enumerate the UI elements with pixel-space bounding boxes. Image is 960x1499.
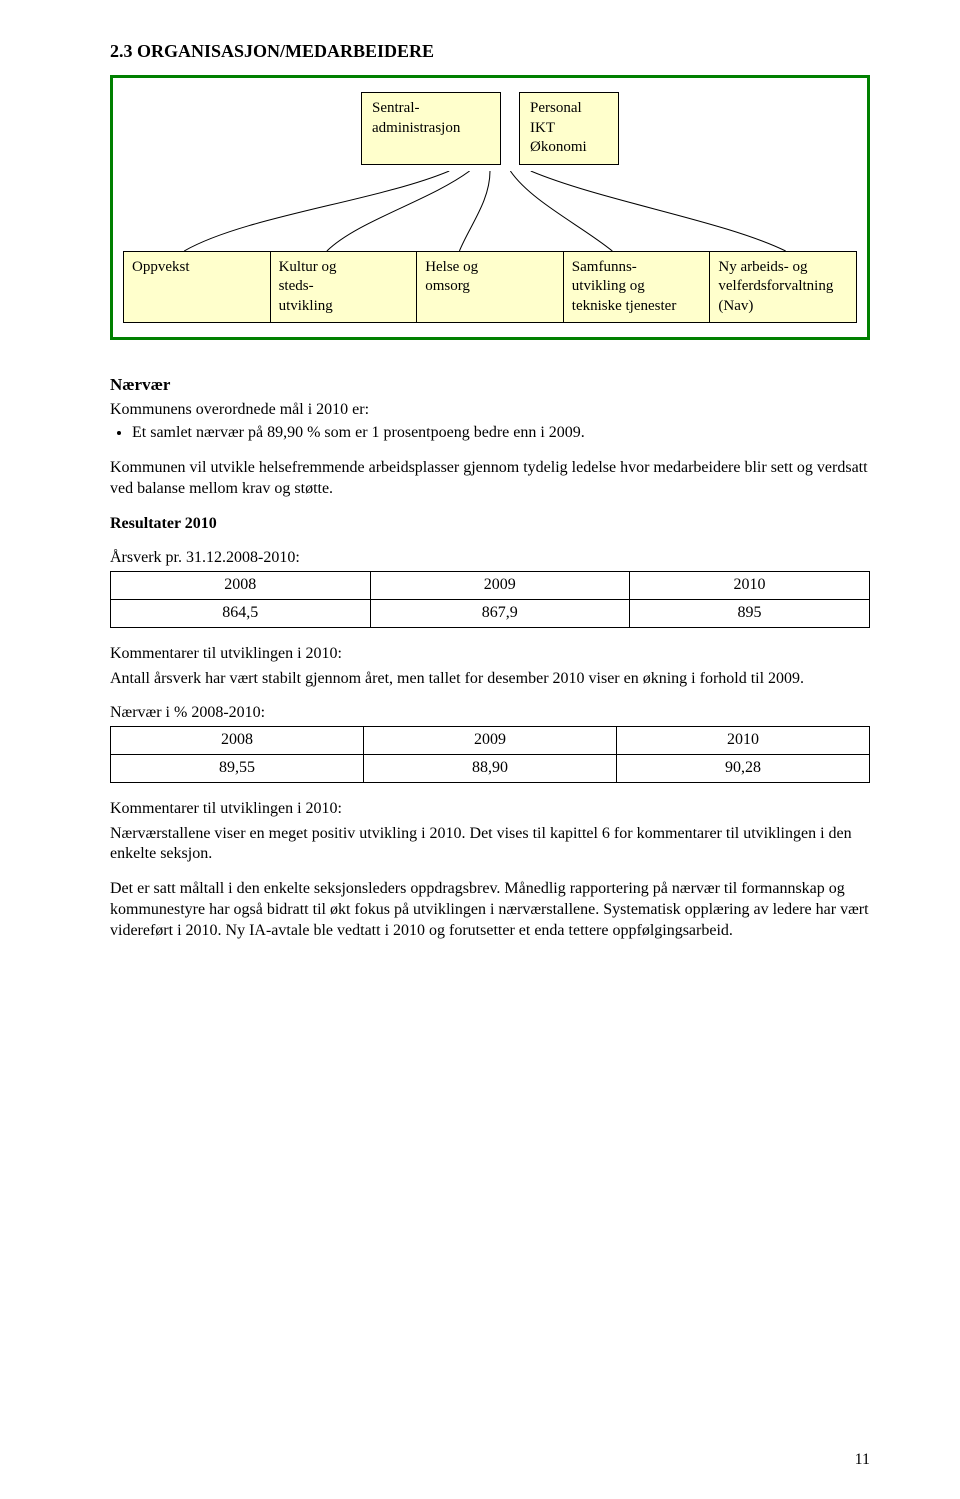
org-box-personal: Personal IKT Økonomi — [519, 92, 619, 165]
table-header: 2010 — [630, 572, 870, 600]
org-box-text: Personal — [530, 99, 608, 119]
table-header: 2008 — [111, 727, 364, 755]
connector-svg — [123, 171, 857, 251]
org-box-kultur: Kultur og steds- utvikling — [271, 252, 418, 323]
table-header: 2009 — [364, 727, 617, 755]
table2-caption: Nærvær i % 2008-2010: — [110, 703, 870, 724]
table-cell: 90,28 — [617, 755, 870, 783]
org-box-text: IKT — [530, 119, 608, 139]
comment2-head: Kommentarer til utviklingen i 2010: — [110, 799, 870, 820]
table-naervaer: 2008 2009 2010 89,55 88,90 90,28 — [110, 726, 870, 783]
section-heading: 2.3 ORGANISASJON/MEDARBEIDERE — [110, 40, 870, 63]
org-box-nav: Ny arbeids- og velferdsforvaltning (Nav) — [710, 252, 856, 323]
table-cell: 89,55 — [111, 755, 364, 783]
naervaer-bullets: Et samlet nærvær på 89,90 % som er 1 pro… — [132, 423, 870, 444]
naervaer-heading: Nærvær — [110, 374, 870, 396]
org-top-row: Sentral- administrasjon Personal IKT Øko… — [123, 92, 857, 165]
org-box-text: utvikling og — [572, 277, 702, 297]
org-box-text: Økonomi — [530, 138, 608, 158]
org-connectors — [123, 171, 857, 251]
org-box-helse: Helse og omsorg — [417, 252, 564, 323]
table-row: 89,55 88,90 90,28 — [111, 755, 870, 783]
final-paragraph: Det er satt måltall i den enkelte seksjo… — [110, 879, 870, 941]
table-header: 2010 — [617, 727, 870, 755]
naervaer-para: Kommunen vil utvikle helsefremmende arbe… — [110, 458, 870, 500]
org-box-text: steds- — [279, 277, 409, 297]
org-box-text: velferdsforvaltning — [718, 277, 848, 297]
org-box-text: (Nav) — [718, 297, 848, 317]
org-box-text: tekniske tjenester — [572, 297, 702, 317]
comment1-head: Kommentarer til utviklingen i 2010: — [110, 644, 870, 665]
org-box-text: Kultur og — [279, 258, 409, 278]
bullet-item: Et samlet nærvær på 89,90 % som er 1 pro… — [132, 423, 870, 444]
table-aarsverk: 2008 2009 2010 864,5 867,9 895 — [110, 571, 870, 628]
org-bottom-row: Oppvekst Kultur og steds- utvikling Hels… — [123, 251, 857, 324]
org-box-text: omsorg — [425, 277, 555, 297]
table-header: 2008 — [111, 572, 371, 600]
table1-caption: Årsverk pr. 31.12.2008-2010: — [110, 548, 870, 569]
org-box-text: Helse og — [425, 258, 555, 278]
page-number: 11 — [855, 1450, 870, 1471]
org-box-text: administrasjon — [372, 119, 490, 139]
org-box-text: Sentral- — [372, 99, 490, 119]
table-row: 2008 2009 2010 — [111, 572, 870, 600]
table-cell: 895 — [630, 600, 870, 628]
table-row: 864,5 867,9 895 — [111, 600, 870, 628]
org-box-text: Samfunns- — [572, 258, 702, 278]
comment2-body: Nærværstallene viser en meget positiv ut… — [110, 824, 870, 866]
table-cell: 88,90 — [364, 755, 617, 783]
naervaer-intro: Kommunens overordnede mål i 2010 er: — [110, 400, 870, 421]
org-box-text: Oppvekst — [132, 258, 262, 278]
comment1-body: Antall årsverk har vært stabilt gjennom … — [110, 669, 870, 690]
org-box-sentral: Sentral- administrasjon — [361, 92, 501, 165]
org-box-text: Ny arbeids- og — [718, 258, 848, 278]
table-cell: 864,5 — [111, 600, 371, 628]
org-box-text: utvikling — [279, 297, 409, 317]
org-box-oppvekst: Oppvekst — [124, 252, 271, 323]
table-cell: 867,9 — [370, 600, 630, 628]
org-chart-frame: Sentral- administrasjon Personal IKT Øko… — [110, 75, 870, 340]
table-row: 2008 2009 2010 — [111, 727, 870, 755]
org-box-samfunn: Samfunns- utvikling og tekniske tjeneste… — [564, 252, 711, 323]
resultater-heading: Resultater 2010 — [110, 514, 870, 535]
page: 2.3 ORGANISASJON/MEDARBEIDERE Sentral- a… — [0, 0, 960, 1499]
table-header: 2009 — [370, 572, 630, 600]
